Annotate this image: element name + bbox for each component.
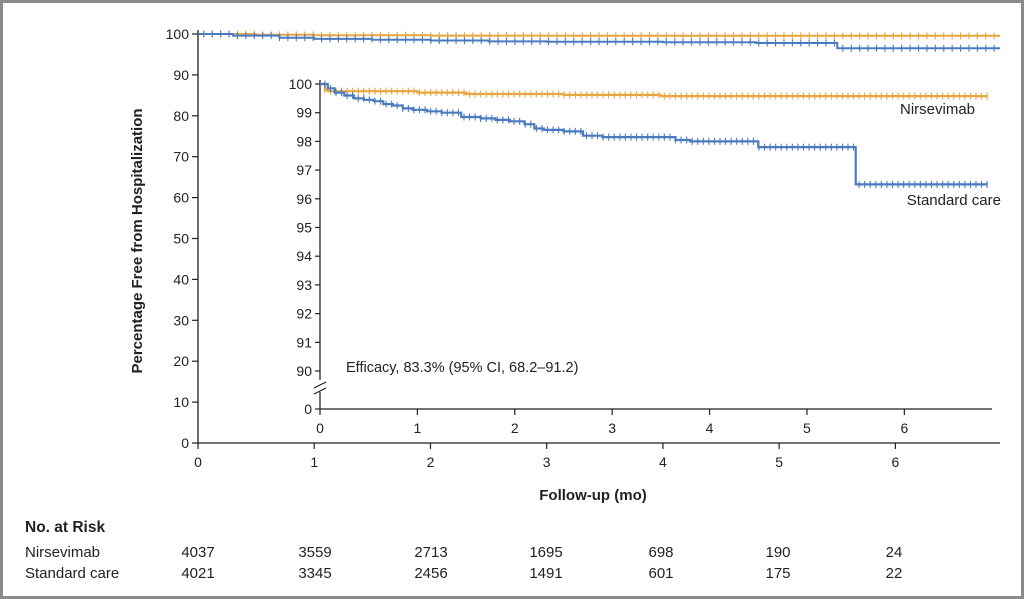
inset-y-tick-label: 93 [296,277,312,293]
inset-x-tick-label: 3 [608,420,616,436]
main-x-tick-label: 1 [310,454,318,470]
risk-value: 22 [885,565,903,582]
inset-y-tick-label: 100 [289,76,313,92]
efficacy-annotation: Efficacy, 83.3% (95% CI, 68.2–91.2) [346,360,578,376]
risk-value: 1695 [529,544,563,561]
risk-value: 4021 [181,565,215,582]
inset-x-tick-label: 1 [413,420,421,436]
inset-y-tick-label: 96 [296,191,312,207]
inset-x-tick-label: 0 [316,420,324,436]
inset-curve-nirsevimab [320,82,988,98]
risk-value: 3345 [298,565,332,582]
main-x-tick-label: 6 [891,454,899,470]
risk-value: 2713 [414,544,448,561]
risk-value: 175 [765,565,791,582]
risk-row-label-nirsevimab: Nirsevimab [25,544,101,561]
risk-value: 2456 [414,565,448,582]
inset-x-tick-label: 6 [900,420,908,436]
main-y-tick-label: 100 [166,26,190,42]
series-label-nirsevimab: Nirsevimab [900,101,975,118]
main-y-tick-label: 30 [173,312,189,328]
series-label-standard-care: Standard care [907,192,1001,209]
risk-value: 24 [885,544,903,561]
inset-y-tick-label: 98 [296,133,312,149]
inset-x-tick-label: 4 [706,420,714,436]
risk-value: 3559 [298,544,332,561]
main-y-tick-label: 80 [173,108,189,124]
inset-x-tick-label: 5 [803,420,811,436]
main-x-tick-label: 5 [775,454,783,470]
main-x-tick-label: 0 [194,454,202,470]
risk-value: 601 [648,565,674,582]
main-y-tick-label: 90 [173,67,189,83]
inset-y-tick-label: 92 [296,306,312,322]
inset-background [319,76,1001,409]
axis-break-mark [313,381,327,389]
main-x-tick-label: 3 [543,454,551,470]
risk-value: 1491 [529,565,563,582]
x-axis-label: Follow-up (mo) [539,487,646,504]
axis-break-mark [313,387,327,395]
risk-table-title: No. at Risk [25,519,106,536]
y-axis-label: Percentage Free from Hospitalization [129,108,146,373]
main-y-tick-label: 0 [181,435,189,451]
inset-x-tick-label: 2 [511,420,519,436]
inset-plot: 90 91 92 93 94 95 96 97 98 99 100 00 1 2 3 4 5 6 [289,76,1001,436]
risk-value: 698 [648,544,674,561]
inset-y-tick-label: 97 [296,162,312,178]
main-y-tick-label: 10 [173,394,189,410]
main-x-tick-label: 4 [659,454,667,470]
inset-y-tick-label: 90 [296,363,312,379]
main-x-tick-label: 2 [427,454,435,470]
risk-row-label-standard-care: Standard care [25,565,120,582]
inset-y-tick-label: 95 [296,220,312,236]
risk-value: 4037 [181,544,215,561]
inset-y-tick-label: 99 [296,105,312,121]
main-y-tick-label: 70 [173,149,189,165]
inset-y-tick-label: 91 [296,334,312,350]
inset-y-zero-label: 0 [304,401,312,417]
main-y-tick-label: 50 [173,231,189,247]
risk-value: 190 [765,544,791,561]
main-y-tick-label: 20 [173,353,189,369]
main-y-tick-label: 60 [173,190,189,206]
main-y-tick-label: 40 [173,271,189,287]
inset-y-tick-label: 94 [296,248,312,264]
